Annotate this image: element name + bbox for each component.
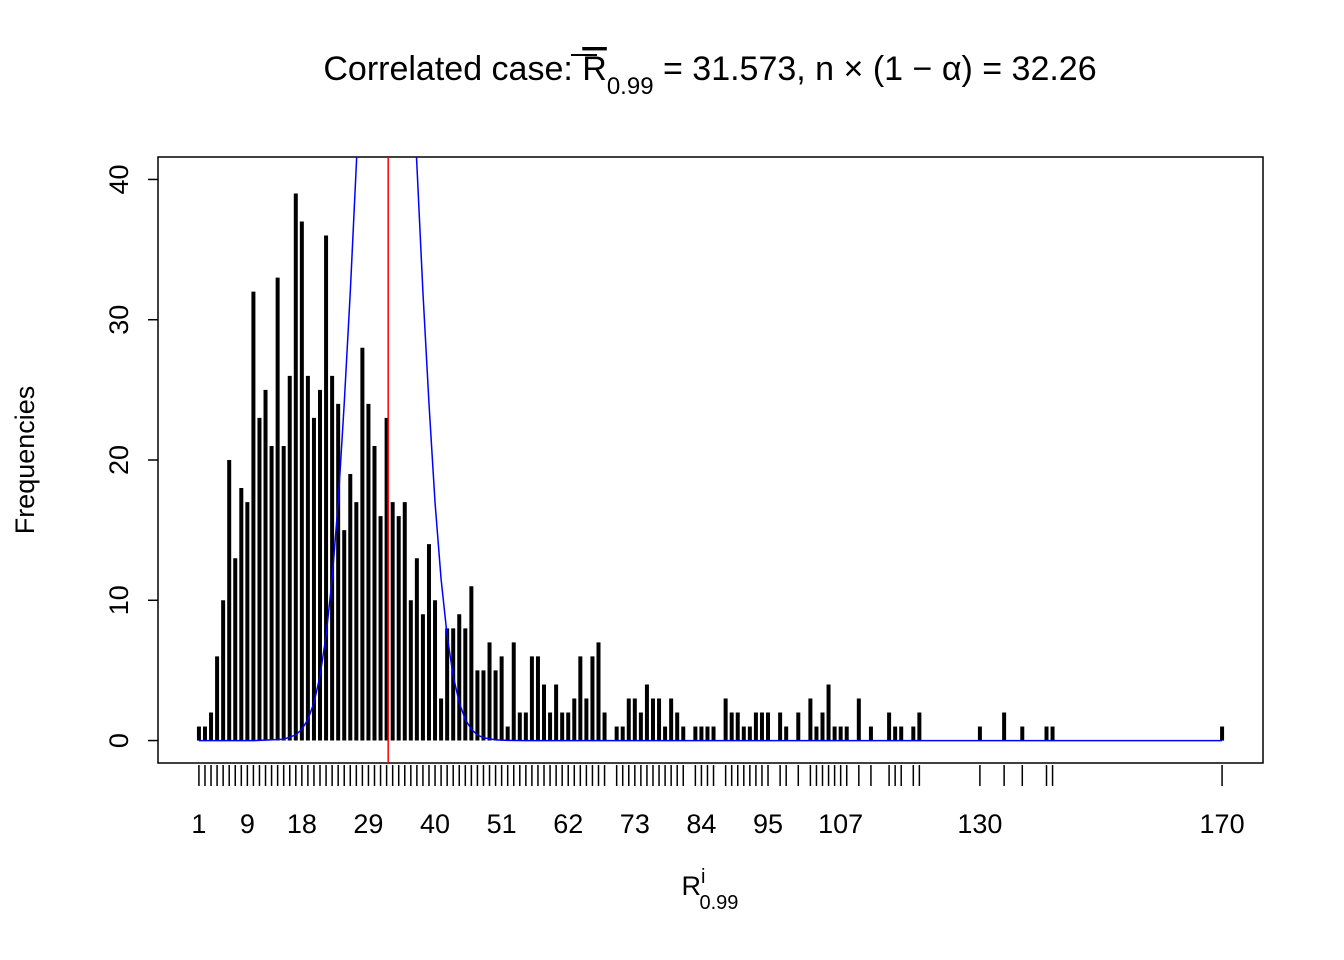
y-tick-label: 40 [104,164,134,194]
x-tick-label: 95 [753,809,783,839]
y-tick-label: 20 [104,445,134,475]
x-tick-label: 1 [191,809,206,839]
x-tick-label: 62 [553,809,583,839]
x-tick-label: 73 [620,809,650,839]
xlabel-subscript: 0.99 [700,892,739,914]
title-subscript: 0.99 [607,73,654,100]
chart-title: Correlated case: R0.99 = 31.573, n × (1 … [323,50,1096,100]
x-tick-label: 18 [287,809,317,839]
x-tick-label: 84 [686,809,716,839]
x-tick-label: 170 [1200,809,1245,839]
plot-frame [157,156,1264,764]
x-axis-label: Ri 0.99 [682,866,739,914]
title-symbol: R [582,50,607,88]
y-tick-label: 10 [104,585,134,615]
x-tick-label: 51 [487,809,517,839]
x-tick-label: 40 [420,809,450,839]
x-tick-label: 107 [818,809,863,839]
title-suffix: = 31.573, n × (1 − α) = 32.26 [654,50,1097,88]
density-curve [198,157,1223,742]
xlabel-symbol: R [682,871,702,901]
xlabel-superscript: i [701,866,705,888]
plot-area [196,157,1225,763]
x-tick-label: 29 [353,809,383,839]
y-tick-label: 0 [104,733,134,748]
y-tick-label: 30 [104,305,134,335]
x-tick-label: 9 [240,809,255,839]
title-prefix: Correlated case: [323,50,582,88]
x-tick-label: 130 [957,809,1002,839]
y-axis-label: Frequencies [10,386,40,535]
